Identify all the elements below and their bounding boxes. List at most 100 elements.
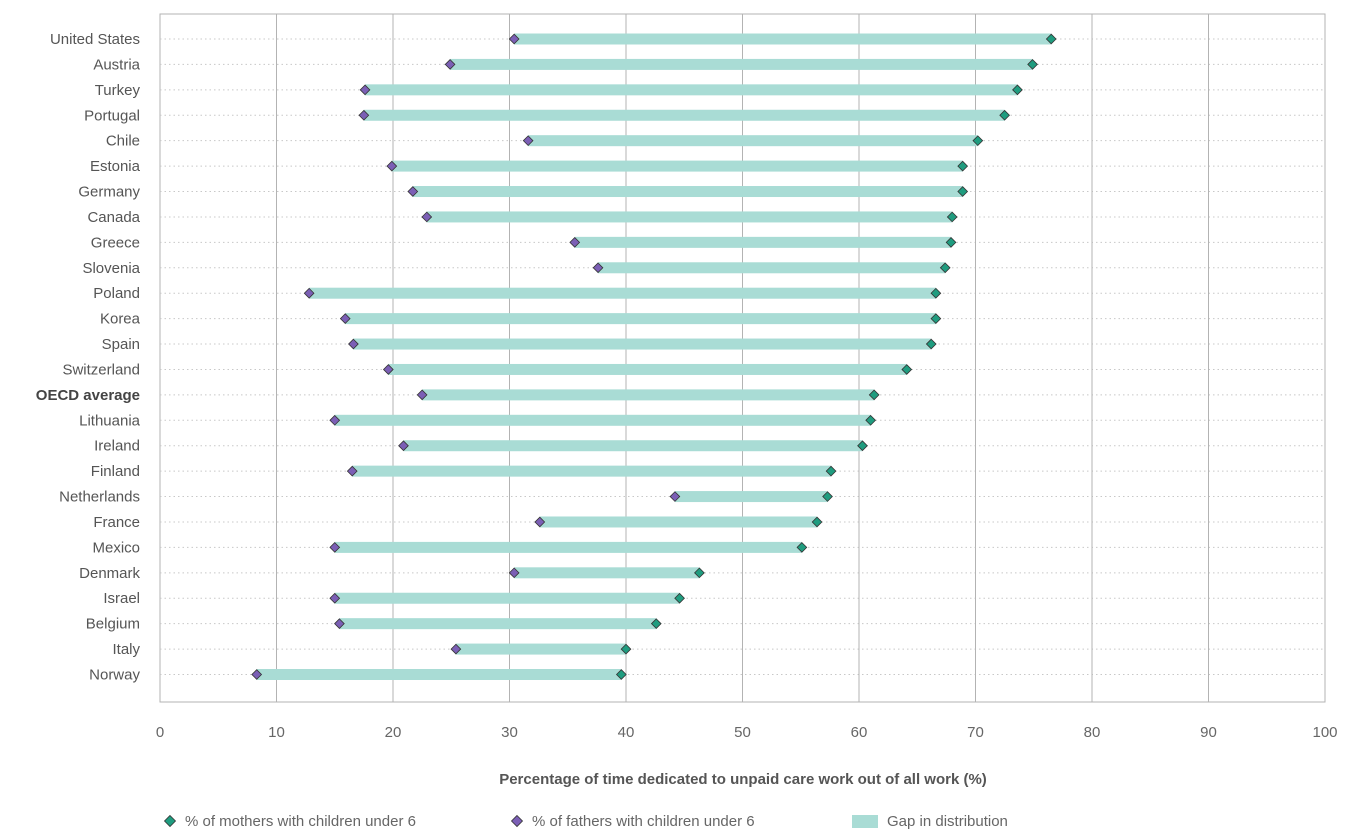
category-label: Spain bbox=[102, 336, 140, 353]
data-markers bbox=[251, 33, 1057, 680]
x-tick-label: 10 bbox=[268, 724, 285, 741]
mother-point bbox=[946, 211, 958, 223]
gap-bar bbox=[365, 84, 1018, 96]
father-point bbox=[251, 669, 263, 680]
father-point bbox=[592, 262, 604, 274]
gap-bar bbox=[514, 33, 1052, 45]
father-point bbox=[346, 465, 358, 477]
gap-bar bbox=[388, 363, 907, 375]
mother-point bbox=[825, 465, 837, 477]
gap-bar bbox=[334, 592, 680, 604]
category-label: Ireland bbox=[94, 438, 140, 455]
gap-bar bbox=[514, 567, 700, 579]
father-point bbox=[359, 84, 371, 96]
father-point bbox=[534, 516, 546, 528]
father-point bbox=[416, 389, 428, 401]
mother-point bbox=[694, 567, 705, 579]
father-point bbox=[303, 287, 315, 299]
x-tick-label: 90 bbox=[1200, 724, 1217, 741]
x-tick-label: 0 bbox=[156, 724, 164, 741]
father-point bbox=[334, 618, 345, 630]
vertical-gridlines bbox=[276, 14, 1209, 702]
father-point bbox=[407, 186, 419, 197]
category-label: Chile bbox=[106, 133, 140, 150]
gap-bar bbox=[528, 135, 978, 147]
category-label: Italy bbox=[112, 641, 140, 658]
gap-bar bbox=[455, 643, 626, 655]
mother-point bbox=[615, 669, 627, 680]
gap-bar bbox=[363, 109, 1005, 121]
category-label: Germany bbox=[78, 184, 140, 201]
gap-bar bbox=[412, 186, 963, 198]
father-point bbox=[329, 542, 341, 553]
category-label: Denmark bbox=[79, 565, 140, 582]
father-point bbox=[508, 567, 520, 579]
legend: % of mothers with children under 6 % of f… bbox=[163, 813, 1008, 830]
x-axis-title: Percentage of time dedicated to unpaid c… bbox=[499, 771, 987, 788]
gap-bar bbox=[391, 160, 963, 172]
father-point bbox=[382, 364, 394, 375]
category-labels: United States Austria Turkey Portugal Chile E… bbox=[36, 31, 141, 684]
father-point bbox=[450, 643, 462, 655]
category-label: Turkey bbox=[95, 82, 141, 99]
category-label: Canada bbox=[87, 209, 140, 226]
mother-point bbox=[1012, 84, 1023, 96]
legend-fathers: % of fathers with children under 6 bbox=[510, 813, 755, 830]
mother-point bbox=[620, 643, 632, 655]
category-label: Lithuania bbox=[79, 412, 141, 429]
category-label: Korea bbox=[100, 311, 141, 328]
mother-point bbox=[650, 618, 662, 630]
category-label: Israel bbox=[103, 590, 140, 607]
father-point bbox=[358, 109, 370, 121]
mother-point bbox=[999, 109, 1010, 121]
x-tick-label: 20 bbox=[385, 724, 402, 741]
mother-point bbox=[957, 160, 969, 172]
mother-point bbox=[865, 414, 877, 426]
mother-point bbox=[868, 389, 880, 401]
gap-bar bbox=[674, 491, 828, 503]
gap-bar bbox=[598, 262, 946, 274]
gap-bar bbox=[352, 465, 832, 477]
mother-point bbox=[930, 313, 942, 324]
father-point bbox=[444, 59, 456, 70]
gap-bar bbox=[334, 414, 871, 426]
mother-point bbox=[1027, 59, 1038, 70]
father-point bbox=[398, 440, 409, 452]
mother-point bbox=[1045, 33, 1057, 45]
x-tick-label: 100 bbox=[1312, 724, 1337, 741]
gap-bar bbox=[339, 618, 657, 630]
gap-bar bbox=[334, 541, 802, 553]
legend-mothers-swatch bbox=[163, 814, 177, 828]
category-label: France bbox=[93, 514, 140, 531]
mother-point bbox=[945, 236, 957, 248]
category-label: Switzerland bbox=[62, 361, 140, 378]
mother-point bbox=[901, 364, 913, 375]
category-label: Estonia bbox=[90, 158, 141, 175]
x-tick-label: 70 bbox=[967, 724, 984, 741]
gap-bar bbox=[450, 58, 1033, 70]
legend-gap-swatch bbox=[852, 815, 878, 828]
x-tick-label: 60 bbox=[851, 724, 868, 741]
father-point bbox=[329, 414, 341, 426]
gap-bar bbox=[574, 236, 952, 248]
father-point bbox=[522, 135, 534, 147]
father-point bbox=[508, 33, 520, 45]
father-point bbox=[348, 338, 359, 350]
category-label: Norway bbox=[89, 667, 140, 684]
mother-point bbox=[811, 516, 823, 528]
father-point bbox=[386, 160, 398, 172]
category-label: OECD average bbox=[36, 387, 140, 404]
legend-mothers-label: % of mothers with children under 6 bbox=[185, 813, 416, 830]
legend-fathers-label: % of fathers with children under 6 bbox=[532, 813, 755, 830]
mother-point bbox=[957, 186, 969, 197]
legend-fathers-swatch bbox=[510, 814, 524, 828]
gap-bar bbox=[309, 287, 936, 299]
gap-bar bbox=[403, 440, 863, 452]
mother-point bbox=[930, 287, 942, 299]
father-point bbox=[339, 313, 351, 324]
father-point bbox=[669, 491, 681, 502]
father-point bbox=[569, 236, 581, 248]
x-tick-label: 40 bbox=[618, 724, 635, 741]
